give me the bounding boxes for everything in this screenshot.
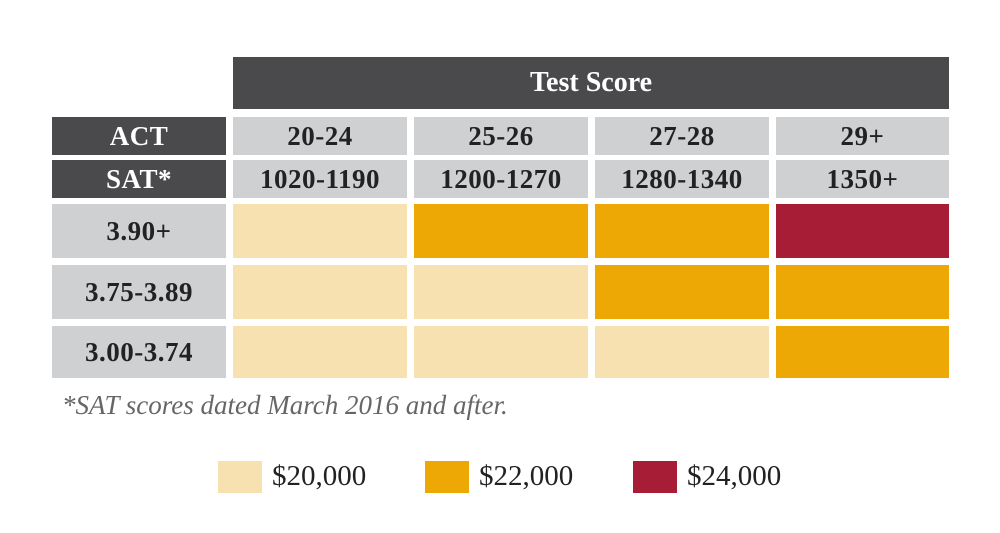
test-score-header: Test Score xyxy=(233,57,949,109)
sat-range-cell: 1280-1340 xyxy=(595,160,769,198)
sat-range-cell: 1020-1190 xyxy=(233,160,407,198)
award-cell xyxy=(776,326,949,378)
legend-swatch xyxy=(633,461,677,493)
legend-label: $24,000 xyxy=(687,460,782,492)
legend-swatch xyxy=(218,461,262,493)
sat-range-cell: 1200-1270 xyxy=(414,160,588,198)
award-cell xyxy=(233,204,407,258)
sat-row-header: SAT* xyxy=(52,160,226,198)
award-cell xyxy=(414,204,588,258)
act-range-cell: 20-24 xyxy=(233,117,407,155)
award-cell xyxy=(414,326,588,378)
legend-label: $22,000 xyxy=(479,460,574,492)
award-cell xyxy=(776,265,949,319)
legend-label: $20,000 xyxy=(272,460,367,492)
award-cell xyxy=(595,265,769,319)
act-range-cell: 29+ xyxy=(776,117,949,155)
act-range-cell: 25-26 xyxy=(414,117,588,155)
gpa-row-header: 3.75-3.89 xyxy=(52,265,226,319)
act-row-header: ACT xyxy=(52,117,226,155)
act-range-cell: 27-28 xyxy=(595,117,769,155)
sat-range-cell: 1350+ xyxy=(776,160,949,198)
award-cell xyxy=(776,204,949,258)
legend-swatch xyxy=(425,461,469,493)
award-cell xyxy=(595,326,769,378)
award-cell xyxy=(414,265,588,319)
sat-footnote: *SAT scores dated March 2016 and after. xyxy=(62,390,508,420)
award-cell xyxy=(233,326,407,378)
award-cell xyxy=(233,265,407,319)
award-cell xyxy=(595,204,769,258)
gpa-row-header: 3.00-3.74 xyxy=(52,326,226,378)
gpa-row-header: 3.90+ xyxy=(52,204,226,258)
